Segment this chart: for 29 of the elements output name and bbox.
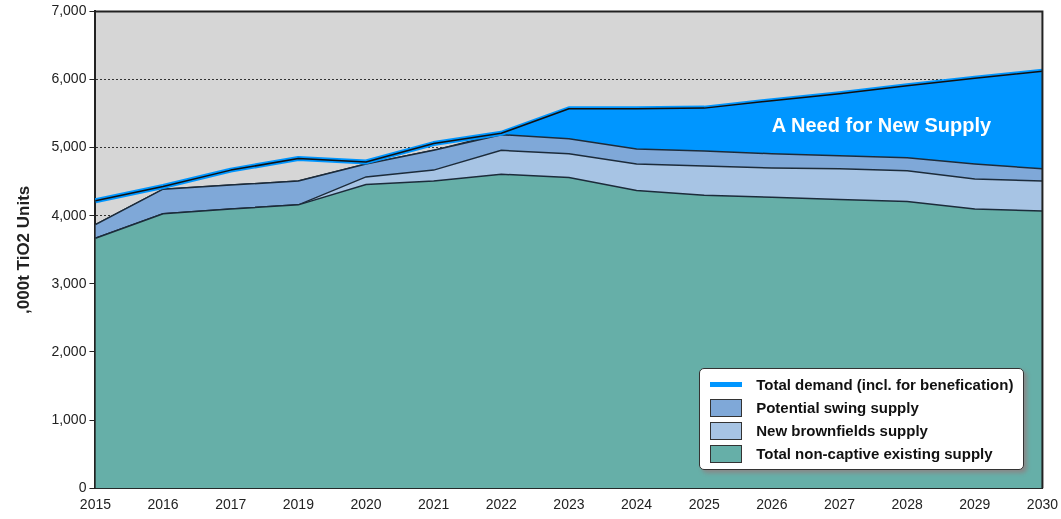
legend-label: Total demand (incl. for benefication) bbox=[756, 376, 1014, 394]
y-tick-label: 0 bbox=[78, 479, 87, 496]
y-axis-title: ,000t TiO2 Units bbox=[13, 185, 33, 314]
series-label: Total non-captive existing supply bbox=[756, 445, 993, 463]
x-tick-label: 2028 bbox=[891, 496, 923, 513]
x-tick-label: 2020 bbox=[350, 496, 382, 513]
x-tick-label: 2016 bbox=[147, 496, 179, 513]
x-tick-label: 2023 bbox=[553, 496, 585, 513]
x-tick-label: 2025 bbox=[688, 496, 720, 513]
y-tick-label: 7,000 bbox=[51, 2, 87, 19]
x-tick-label: 2022 bbox=[485, 496, 518, 513]
x-tick-label: 2017 bbox=[215, 496, 247, 513]
y-tick-label: 1,000 bbox=[51, 410, 87, 427]
x-tick-label: 2021 bbox=[418, 496, 450, 513]
x-tick-label: 2026 bbox=[756, 496, 788, 513]
y-tick-label: 3,000 bbox=[51, 274, 87, 291]
x-tick-label: 2024 bbox=[621, 496, 653, 513]
x-tick-label: 2029 bbox=[959, 496, 991, 513]
x-tick-label: 2030 bbox=[1026, 496, 1059, 513]
y-tick-label: 4,000 bbox=[51, 206, 87, 223]
legend-label: New brownfields supply bbox=[756, 422, 928, 440]
x-tick-label: 2015 bbox=[79, 496, 112, 513]
annotation: A Need for New Supply bbox=[771, 114, 992, 137]
x-tick-label: 2019 bbox=[282, 496, 315, 513]
x-tick-label: 2027 bbox=[823, 496, 856, 513]
y-tick-label: 6,000 bbox=[51, 70, 87, 87]
y-tick-label: 2,000 bbox=[51, 342, 87, 359]
legend-label: Potential swing supply bbox=[756, 399, 919, 417]
y-tick-label: 5,000 bbox=[51, 138, 87, 155]
